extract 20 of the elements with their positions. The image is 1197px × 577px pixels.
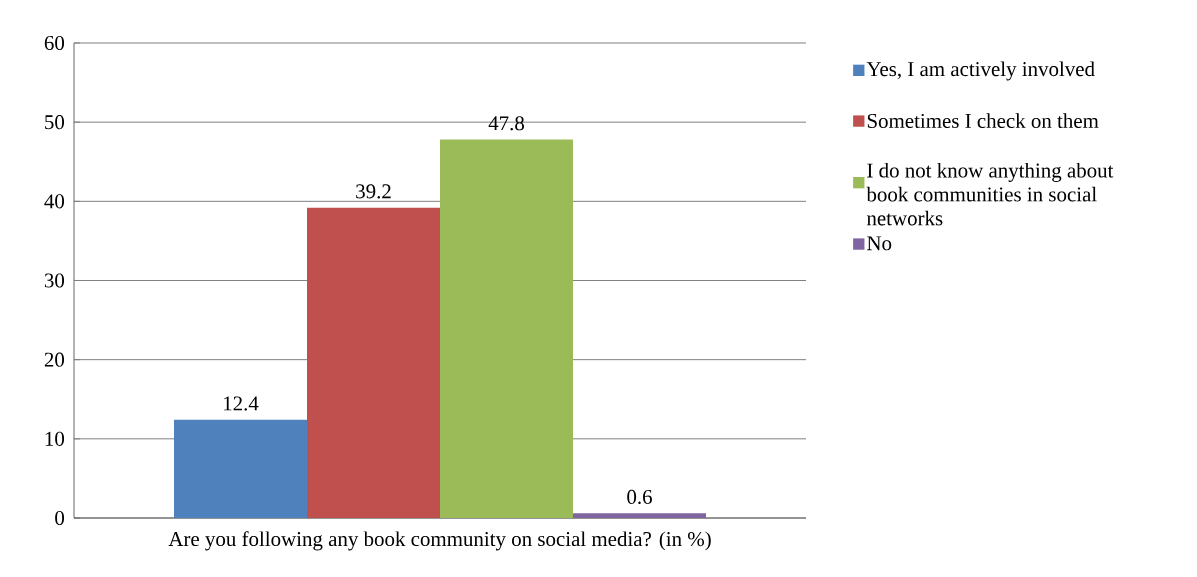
y-tick-label: 0 [55,510,65,526]
x-tick-label: Are you following any book community on social media? (in %) [168,531,711,551]
legend-label: I do not know anything about book communities in social networks [866,162,1114,226]
bar [440,139,573,518]
data-label: 0.6 [627,489,652,505]
data-label: 47.8 [488,116,525,131]
y-tick-label: 60 [44,35,65,51]
y-tick-label: 40 [44,194,65,209]
data-label: 12.4 [224,396,259,411]
y-tick-label: 50 [45,115,65,130]
legend-label: Yes, I am actively involved [866,61,1095,81]
y-tick-label: 30 [44,273,65,288]
legend-label: No [867,236,892,251]
bar [307,207,440,518]
y-tick-label: 10 [45,431,65,446]
y-tick-label: 20 [44,352,65,367]
bar [573,513,707,518]
data-label: 39.2 [356,184,391,199]
bar [174,419,307,518]
legend-label: Sometimes I check on them [867,113,1099,128]
